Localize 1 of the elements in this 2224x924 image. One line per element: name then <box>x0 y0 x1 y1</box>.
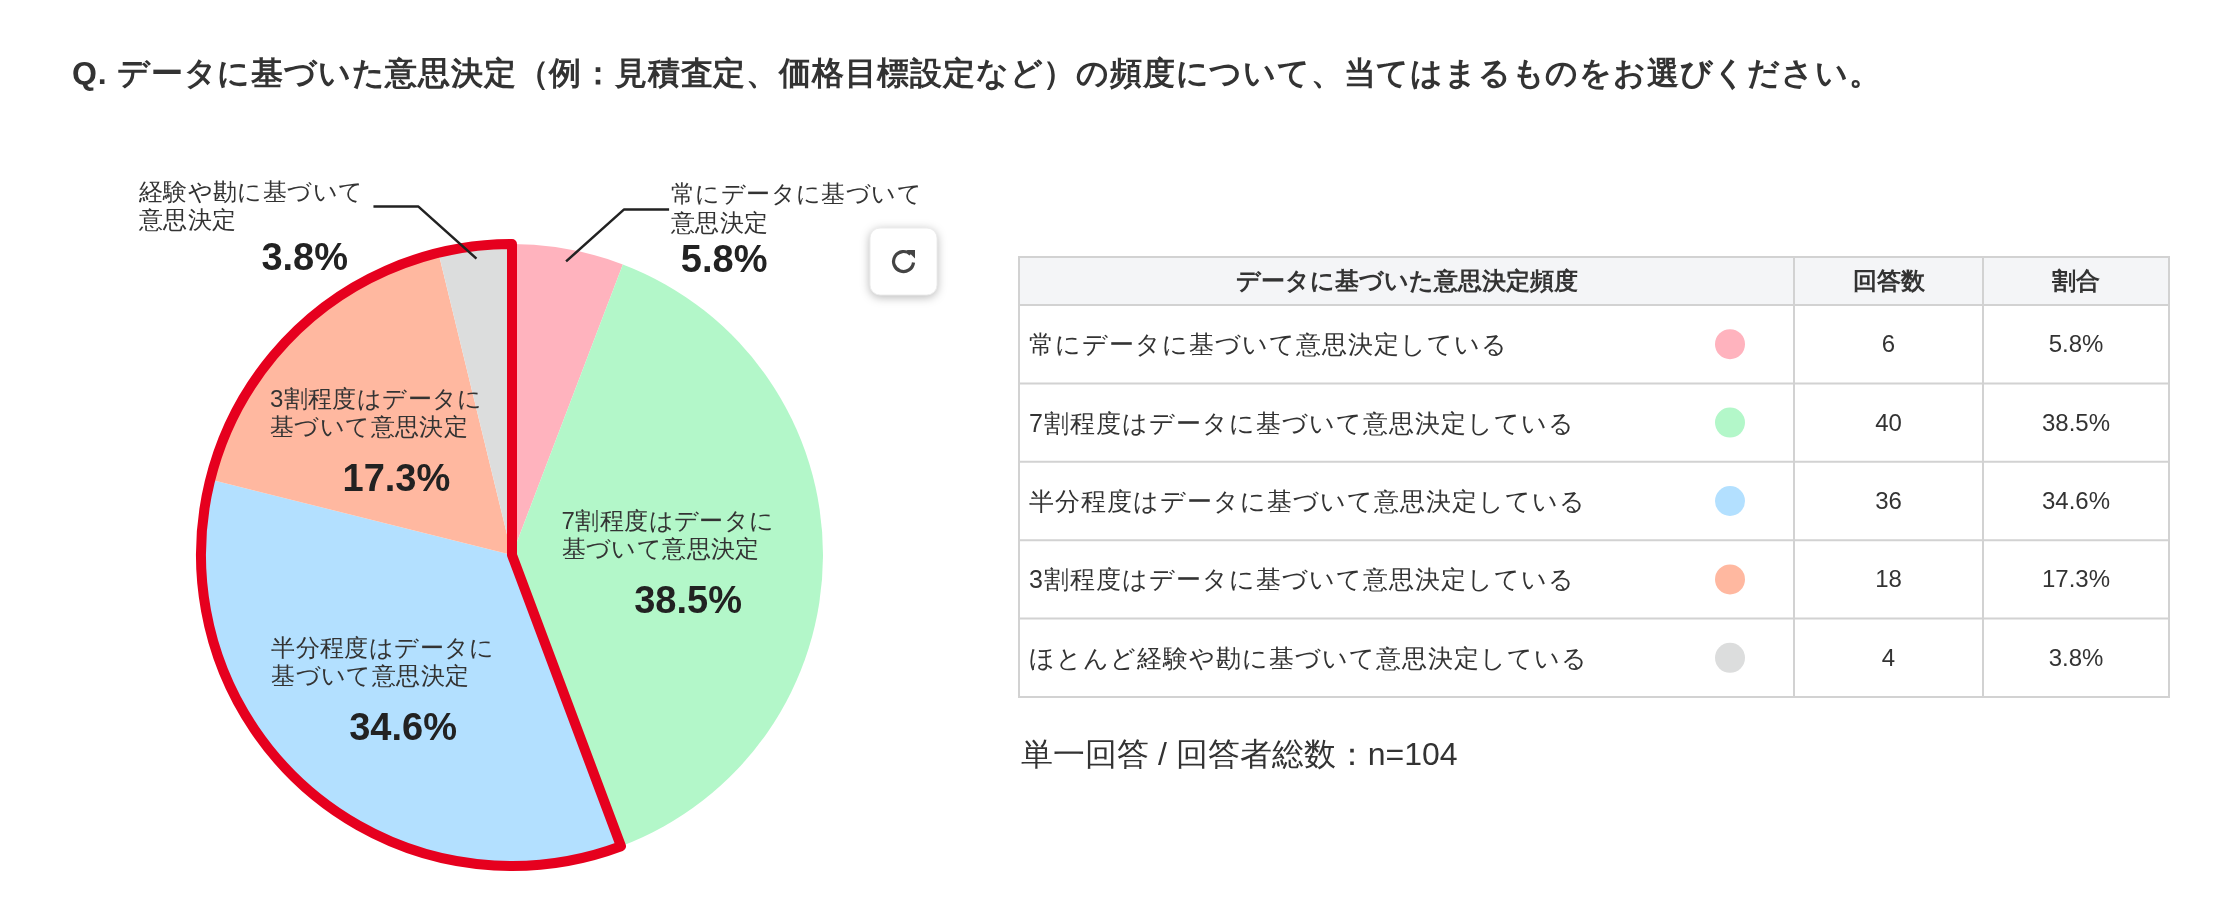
title: Q. データに基づいた意思決定（例：見積査定、価格目標設定など）の頻度について、当てはまるものをお選びください。 <box>72 54 1882 93</box>
